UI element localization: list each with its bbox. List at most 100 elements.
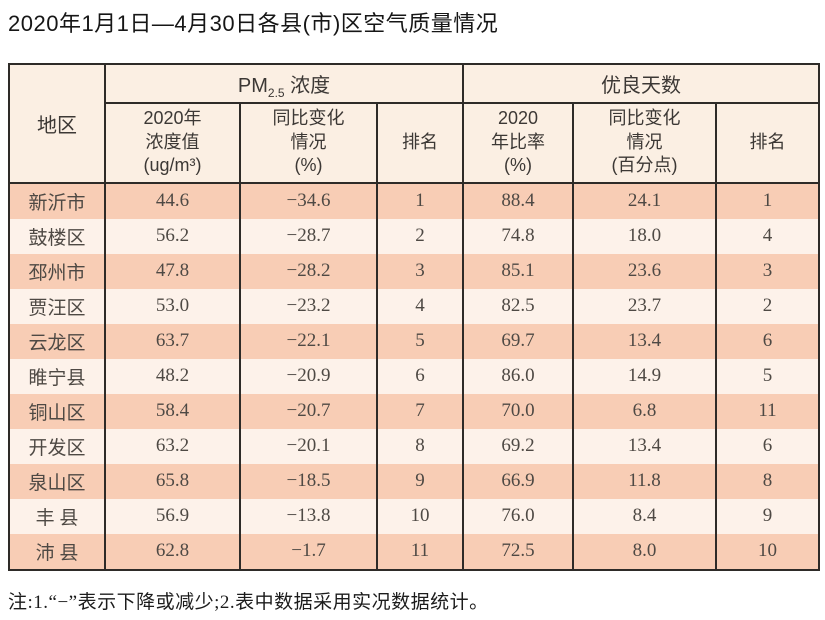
pm-change-cell: −34.6 <box>239 182 378 219</box>
region-cell: 铜山区 <box>8 393 106 429</box>
good-change-cell: 13.4 <box>572 428 718 464</box>
good-change-cell: 6.8 <box>572 393 718 429</box>
good-ratio-cell: 66.9 <box>462 463 575 499</box>
region-cell: 贾汪区 <box>8 288 106 324</box>
pm25-label-subscript: 2.5 <box>267 85 285 100</box>
pm-change-column-header: 同比变化 情况 (%) <box>239 101 378 184</box>
pm25-label-suffix: 浓度 <box>284 74 331 97</box>
good-change-cell: 23.6 <box>572 253 718 289</box>
good-ratio-column-header: 2020 年比率 (%) <box>462 101 575 184</box>
good-rank-cell: 2 <box>715 288 821 324</box>
pm-value-cell: 65.8 <box>104 463 241 499</box>
good-ratio-cell: 69.7 <box>462 323 575 359</box>
pm-value-cell: 62.8 <box>104 533 241 570</box>
pm-rank-cell: 9 <box>375 463 465 499</box>
pm-change-cell: −20.7 <box>239 393 378 429</box>
good-rank-cell: 1 <box>715 182 821 219</box>
region-cell: 泉山区 <box>8 463 106 499</box>
good-rank-cell: 10 <box>715 533 821 570</box>
pm-value-cell: 56.9 <box>104 498 241 534</box>
good-ratio-cell: 74.8 <box>462 218 575 254</box>
pm-rank-cell: 10 <box>375 498 465 534</box>
good-change-cell: 8.4 <box>572 498 718 534</box>
region-cell: 新沂市 <box>8 182 106 219</box>
good-rank-cell: 11 <box>715 393 821 429</box>
table-row: 丰 县 56.9 −13.8 10 76.0 8.4 9 <box>8 498 821 534</box>
pm-change-cell: −20.1 <box>239 428 378 464</box>
pm-change-cell: −23.2 <box>239 288 378 324</box>
good-ratio-cell: 70.0 <box>462 393 575 429</box>
page-title: 2020年1月1日—4月30日各县(市)区空气质量情况 <box>8 11 499 36</box>
group-header-row: 地区 PM2.5 浓度 优良天数 <box>8 62 821 184</box>
good-days-group-header: 优良天数 <box>462 62 821 104</box>
table-row: 开发区 63.2 −20.1 8 69.2 13.4 6 <box>8 428 821 464</box>
good-rank-cell: 3 <box>715 253 821 289</box>
pm-value-cell: 58.4 <box>104 393 241 429</box>
good-rank-cell: 4 <box>715 218 821 254</box>
good-rank-cell: 6 <box>715 428 821 464</box>
good-change-cell: 13.4 <box>572 323 718 359</box>
table-row: 铜山区 58.4 −20.7 7 70.0 6.8 11 <box>8 393 821 429</box>
good-ratio-cell: 69.2 <box>462 428 575 464</box>
table-row: 新沂市 44.6 −34.6 1 88.4 24.1 1 <box>8 182 821 219</box>
pm-rank-cell: 8 <box>375 428 465 464</box>
pm-change-cell: −1.7 <box>239 533 378 570</box>
pm-change-cell: −13.8 <box>239 498 378 534</box>
pm-value-cell: 47.8 <box>104 253 241 289</box>
pm-rank-cell: 3 <box>375 253 465 289</box>
table-row: 泉山区 65.8 −18.5 9 66.9 11.8 8 <box>8 463 821 499</box>
region-cell: 鼓楼区 <box>8 218 106 254</box>
pm-value-cell: 53.0 <box>104 288 241 324</box>
pm-rank-cell: 6 <box>375 358 465 394</box>
good-rank-column-header: 排名 <box>715 101 821 184</box>
region-column-header: 地区 <box>8 62 106 184</box>
good-ratio-cell: 76.0 <box>462 498 575 534</box>
table-row: 鼓楼区 56.2 −28.7 2 74.8 18.0 4 <box>8 218 821 254</box>
good-rank-cell: 8 <box>715 463 821 499</box>
pm-change-cell: −18.5 <box>239 463 378 499</box>
region-cell: 丰 县 <box>8 498 106 534</box>
table-header: 地区 PM2.5 浓度 优良天数 2020年 浓度值 (ug/m³) 同比变化 … <box>8 62 821 184</box>
good-rank-cell: 9 <box>715 498 821 534</box>
table-body: 新沂市 44.6 −34.6 1 88.4 24.1 1 鼓楼区 56.2 −2… <box>8 182 821 570</box>
good-change-cell: 14.9 <box>572 358 718 394</box>
good-ratio-cell: 88.4 <box>462 182 575 219</box>
table-row: 睢宁县 48.2 −20.9 6 86.0 14.9 5 <box>8 358 821 394</box>
region-cell: 沛 县 <box>8 533 106 570</box>
pm-rank-cell: 1 <box>375 182 465 219</box>
table-row: 贾汪区 53.0 −23.2 4 82.5 23.7 2 <box>8 288 821 324</box>
pm-change-cell: −22.1 <box>239 323 378 359</box>
table-row: 云龙区 63.7 −22.1 5 69.7 13.4 6 <box>8 323 821 359</box>
region-cell: 开发区 <box>8 428 106 464</box>
good-change-cell: 24.1 <box>572 182 718 219</box>
good-rank-cell: 5 <box>715 358 821 394</box>
pm-rank-cell: 7 <box>375 393 465 429</box>
region-cell: 睢宁县 <box>8 358 106 394</box>
pm-change-cell: −28.2 <box>239 253 378 289</box>
pm-rank-cell: 5 <box>375 323 465 359</box>
good-ratio-cell: 72.5 <box>462 533 575 570</box>
pm25-group-header: PM2.5 浓度 <box>103 62 465 104</box>
good-change-cell: 23.7 <box>572 288 718 324</box>
pm-rank-cell: 4 <box>375 288 465 324</box>
good-ratio-cell: 86.0 <box>462 358 575 394</box>
pm-change-cell: −28.7 <box>239 218 378 254</box>
pm-value-cell: 63.2 <box>104 428 241 464</box>
good-rank-cell: 6 <box>715 323 821 359</box>
pm-value-column-header: 2020年 浓度值 (ug/m³) <box>104 101 241 184</box>
pm-change-cell: −20.9 <box>239 358 378 394</box>
pm-value-cell: 56.2 <box>104 218 241 254</box>
region-cell: 邳州市 <box>8 253 106 289</box>
region-cell: 云龙区 <box>8 323 106 359</box>
sub-header-row: 2020年 浓度值 (ug/m³) 同比变化 情况 (%) 排名 2020 年比… <box>9 101 821 184</box>
footnote: 注:1.“−”表示下降或减少;2.表中数据采用实况数据统计。 <box>8 591 489 613</box>
pm25-label-prefix: PM <box>237 74 268 97</box>
good-change-cell: 18.0 <box>572 218 718 254</box>
pm-value-cell: 48.2 <box>104 358 241 394</box>
pm-value-cell: 44.6 <box>104 182 241 219</box>
air-quality-table: 地区 PM2.5 浓度 优良天数 2020年 浓度值 (ug/m³) 同比变化 … <box>8 62 821 571</box>
table-row: 邳州市 47.8 −28.2 3 85.1 23.6 3 <box>8 253 821 289</box>
good-change-cell: 8.0 <box>572 533 718 570</box>
good-change-column-header: 同比变化 情况 (百分点) <box>572 101 718 184</box>
good-ratio-cell: 82.5 <box>462 288 575 324</box>
